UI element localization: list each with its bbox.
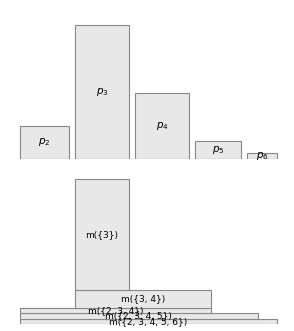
Text: m({2, 3, 4}): m({2, 3, 4})	[88, 306, 143, 315]
Text: m({2, 3, 4, 5}): m({2, 3, 4, 5})	[106, 311, 172, 320]
Text: m({3, 4}): m({3, 4})	[121, 295, 165, 304]
Text: m({2, 3, 4, 5, 6}): m({2, 3, 4, 5, 6})	[109, 317, 188, 326]
Text: $p_5$: $p_5$	[212, 144, 225, 156]
Bar	[75, 290, 211, 308]
Bar	[20, 126, 69, 159]
Bar	[135, 93, 189, 159]
Bar	[195, 141, 241, 159]
Text: $p_2$: $p_2$	[38, 136, 51, 149]
Bar	[20, 319, 277, 324]
Bar	[75, 24, 129, 159]
Text: $p_3$: $p_3$	[96, 86, 108, 98]
Text: m({3}): m({3})	[86, 230, 118, 239]
Bar	[247, 153, 277, 159]
Bar	[75, 179, 129, 290]
Text: $p_6$: $p_6$	[255, 150, 268, 162]
Text: $p_4$: $p_4$	[156, 120, 168, 132]
Bar	[20, 308, 211, 313]
Bar	[20, 313, 258, 319]
